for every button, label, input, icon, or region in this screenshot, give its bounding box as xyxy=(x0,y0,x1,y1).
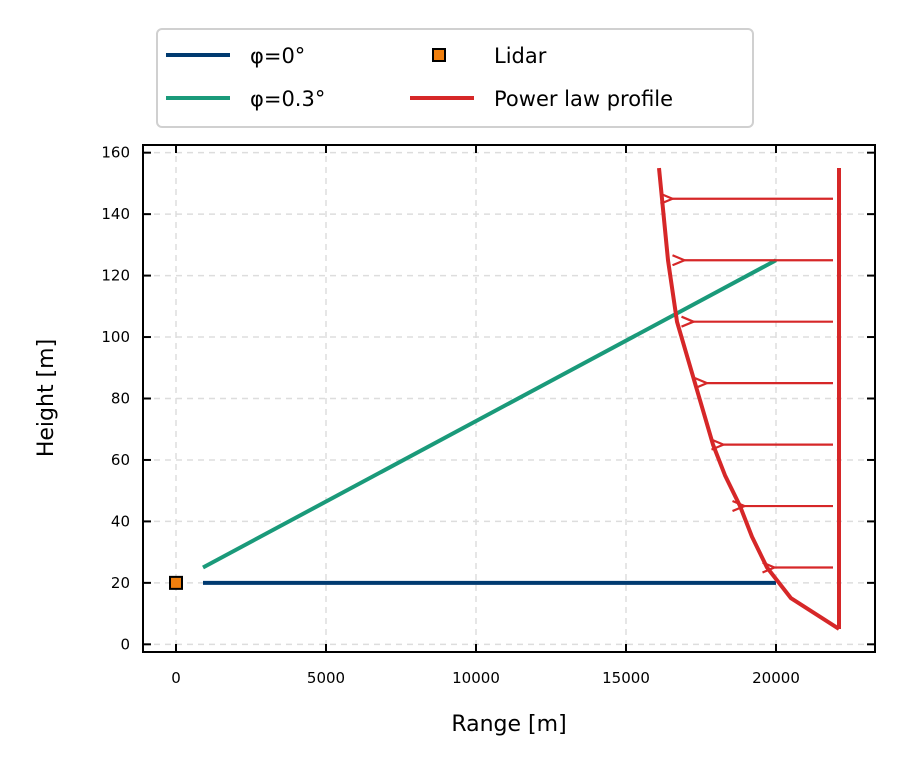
y-tick-label: 20 xyxy=(111,574,130,592)
lidar-marker xyxy=(169,575,183,590)
series-line--0-3- xyxy=(202,258,777,570)
legend-label-phi03: φ=0.3° xyxy=(250,87,325,111)
axes-ticks: 0 5000 10000 15000 20000 0 20 40 60 80 100 120 140 16… xyxy=(101,144,875,687)
y-tick-label: 60 xyxy=(111,451,130,469)
x-tick-label: 15000 xyxy=(602,669,650,687)
y-tick-label: 120 xyxy=(101,267,130,285)
y-tick-label: 0 xyxy=(120,635,130,653)
y-tick-label: 80 xyxy=(111,390,130,408)
x-tick-label: 0 xyxy=(171,669,181,687)
y-axis-label: Height [m] xyxy=(34,339,59,457)
legend: φ=0° φ=0.3° Lidar Power law profile xyxy=(156,28,754,128)
y-tick-label: 40 xyxy=(111,512,130,530)
x-tick-label: 5000 xyxy=(307,669,345,687)
legend-label-phi0: φ=0° xyxy=(250,44,305,68)
series-layer xyxy=(169,167,841,631)
grid xyxy=(143,145,875,652)
legend-label-lidar: Lidar xyxy=(494,44,547,68)
legend-box xyxy=(156,28,754,128)
y-tick-label: 140 xyxy=(101,205,130,223)
y-tick-label: 100 xyxy=(101,328,130,346)
x-tick-label: 20000 xyxy=(752,669,800,687)
x-axis-label: Range [m] xyxy=(451,712,566,737)
legend-swatch-lidar xyxy=(432,48,446,62)
legend-label-power-law: Power law profile xyxy=(494,87,673,111)
x-tick-label: 10000 xyxy=(452,669,500,687)
y-tick-label: 160 xyxy=(101,144,130,162)
